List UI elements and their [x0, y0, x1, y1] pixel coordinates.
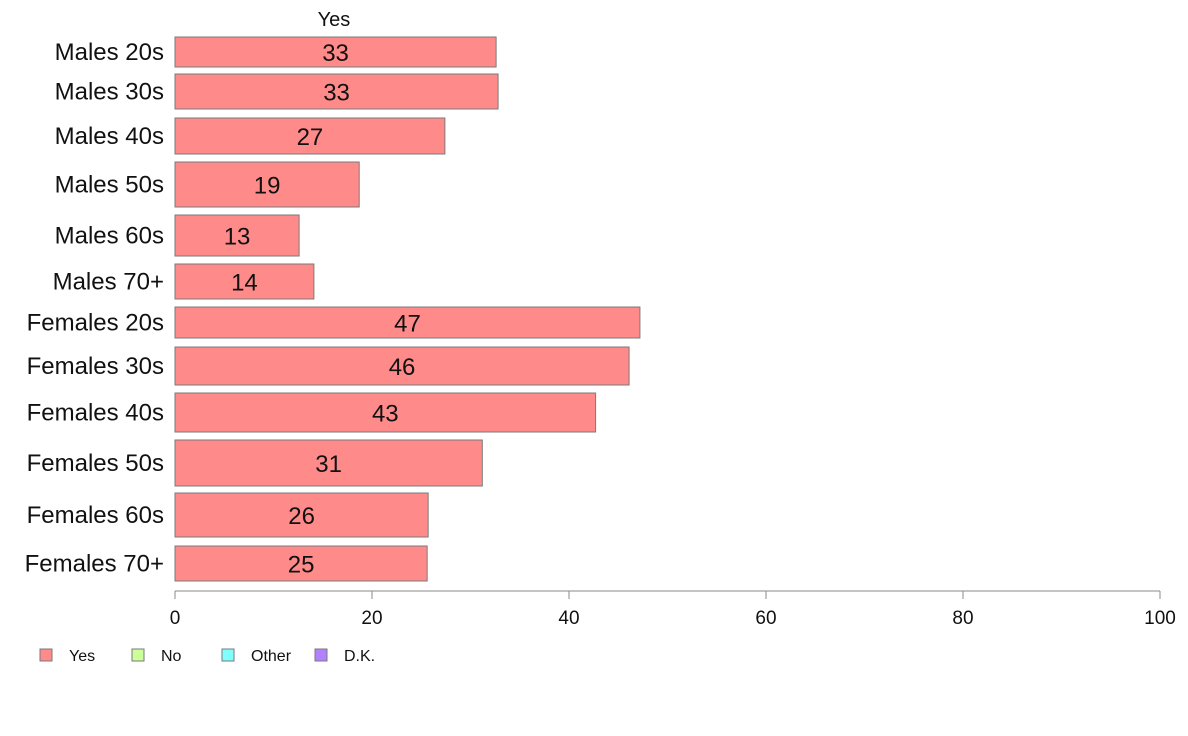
legend-label: D.K. — [344, 648, 375, 665]
value-label: 46 — [389, 354, 416, 381]
value-label: 31 — [315, 451, 342, 478]
x-tick-label: 20 — [361, 608, 382, 629]
value-label: 19 — [254, 173, 281, 200]
category-label: Females 40s — [27, 400, 164, 427]
value-label: 26 — [288, 503, 315, 530]
bar-yes — [174, 392, 597, 433]
category-label: Females 70+ — [25, 551, 164, 578]
legend-label: No — [161, 648, 182, 665]
category-label: Males 70+ — [53, 269, 164, 296]
legend-label: Other — [251, 648, 292, 665]
bar-yes — [174, 346, 630, 386]
bar-yes — [174, 439, 483, 487]
x-tick-label: 0 — [170, 608, 181, 629]
legend-swatch — [314, 648, 328, 662]
x-tick-label: 40 — [558, 608, 579, 629]
category-label: Males 50s — [55, 172, 164, 199]
legend: Yes No Other D.K. — [39, 648, 375, 665]
bars-group: Males 20s 33 Males 30s 33 Males 40s 27 Males 5… — [25, 36, 641, 582]
value-label: 47 — [394, 311, 421, 338]
category-label: Females 60s — [27, 502, 164, 529]
value-label: 33 — [323, 80, 350, 107]
category-label: Males 30s — [55, 79, 164, 106]
legend-swatch — [221, 648, 235, 662]
x-tick-label: 80 — [952, 608, 973, 629]
value-label: 14 — [231, 270, 258, 297]
legend-swatch — [39, 648, 53, 662]
bar-yes — [174, 117, 446, 155]
bar-yes — [174, 73, 499, 110]
category-label: Females 20s — [27, 310, 164, 337]
legend-swatch — [131, 648, 145, 662]
value-label: 27 — [297, 124, 324, 151]
x-tick-label: 60 — [755, 608, 776, 629]
value-label: 25 — [288, 552, 315, 579]
x-axis: 0 20 40 60 80 100 — [170, 590, 1176, 629]
column-title: Yes — [318, 9, 351, 31]
bar-yes — [174, 263, 315, 300]
category-label: Males 20s — [55, 39, 164, 66]
bar-yes — [174, 306, 641, 339]
bar-yes — [174, 492, 429, 538]
bar-yes — [174, 214, 300, 257]
bar-yes — [174, 36, 497, 68]
value-label: 33 — [322, 40, 349, 67]
value-label: 13 — [224, 224, 251, 251]
bar-yes — [174, 545, 428, 582]
category-label: Males 40s — [55, 123, 164, 150]
category-label: Females 50s — [27, 450, 164, 477]
bar-yes — [174, 161, 360, 208]
x-tick-label: 100 — [1144, 608, 1176, 629]
category-label: Females 30s — [27, 353, 164, 380]
legend-label: Yes — [69, 648, 95, 665]
category-label: Males 60s — [55, 223, 164, 250]
value-label: 43 — [372, 401, 399, 428]
